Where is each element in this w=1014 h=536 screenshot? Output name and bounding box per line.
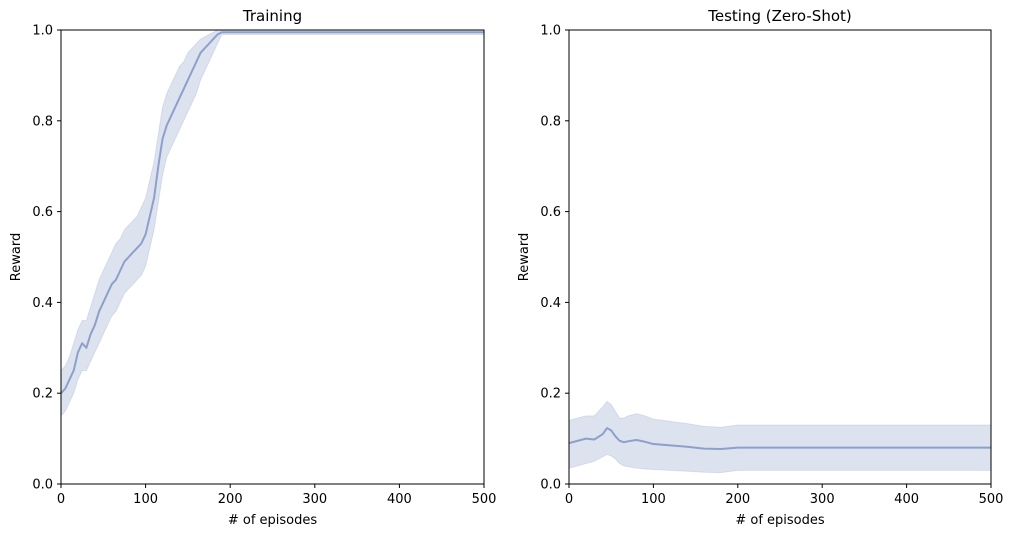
confidence-band bbox=[568, 400, 992, 474]
x-tick-label: 400 bbox=[387, 492, 412, 507]
x-tick-label: 0 bbox=[565, 492, 573, 507]
y-tick-label: 0.6 bbox=[32, 205, 53, 220]
y-tick-label: 0.2 bbox=[32, 387, 53, 402]
y-tick-label: 1.0 bbox=[540, 24, 561, 39]
y-tick-label: 0.4 bbox=[540, 296, 561, 311]
y-axis-label: Reward bbox=[9, 233, 24, 281]
x-tick-label: 200 bbox=[218, 492, 243, 507]
series-line bbox=[60, 31, 484, 394]
axes-frame bbox=[60, 29, 485, 485]
y-tick-label: 0.2 bbox=[540, 387, 561, 402]
x-tick-label: 0 bbox=[57, 492, 65, 507]
x-tick-label: 500 bbox=[979, 492, 1004, 507]
x-tick-label: 400 bbox=[894, 492, 919, 507]
y-tick-label: 0.0 bbox=[540, 478, 561, 493]
x-tick-label: 100 bbox=[133, 492, 158, 507]
confidence-band bbox=[60, 29, 485, 418]
x-axis-label: # of episodes bbox=[735, 513, 825, 528]
y-tick-label: 0.6 bbox=[540, 205, 561, 220]
y-tick-label: 0.0 bbox=[32, 478, 53, 493]
chart-training: 0 100 200 300 400 500 0.0 0.2 0.4 0.6 0.8 1.0 Traini… bbox=[9, 7, 496, 528]
x-tick-label: 300 bbox=[810, 492, 835, 507]
chart-testing-zero-shot: 0 100 200 300 400 500 0.0 0.2 0.4 0.6 0.8 1.0 Testin… bbox=[517, 7, 1003, 528]
axes-frame bbox=[568, 29, 992, 485]
y-tick-label: 0.8 bbox=[32, 114, 53, 129]
x-tick-label: 200 bbox=[725, 492, 750, 507]
y-tick-label: 0.4 bbox=[32, 296, 53, 311]
y-axis-label: Reward bbox=[517, 233, 532, 281]
y-tick-label: 1.0 bbox=[32, 24, 53, 39]
series-line bbox=[568, 427, 991, 451]
x-tick-label: 300 bbox=[302, 492, 327, 507]
chart-title: Training bbox=[242, 7, 302, 25]
x-tick-label: 100 bbox=[641, 492, 666, 507]
chart-title: Testing (Zero-Shot) bbox=[707, 7, 852, 25]
x-tick-label: 500 bbox=[472, 492, 497, 507]
x-axis-label: # of episodes bbox=[228, 513, 318, 528]
y-tick-label: 0.8 bbox=[540, 114, 561, 129]
